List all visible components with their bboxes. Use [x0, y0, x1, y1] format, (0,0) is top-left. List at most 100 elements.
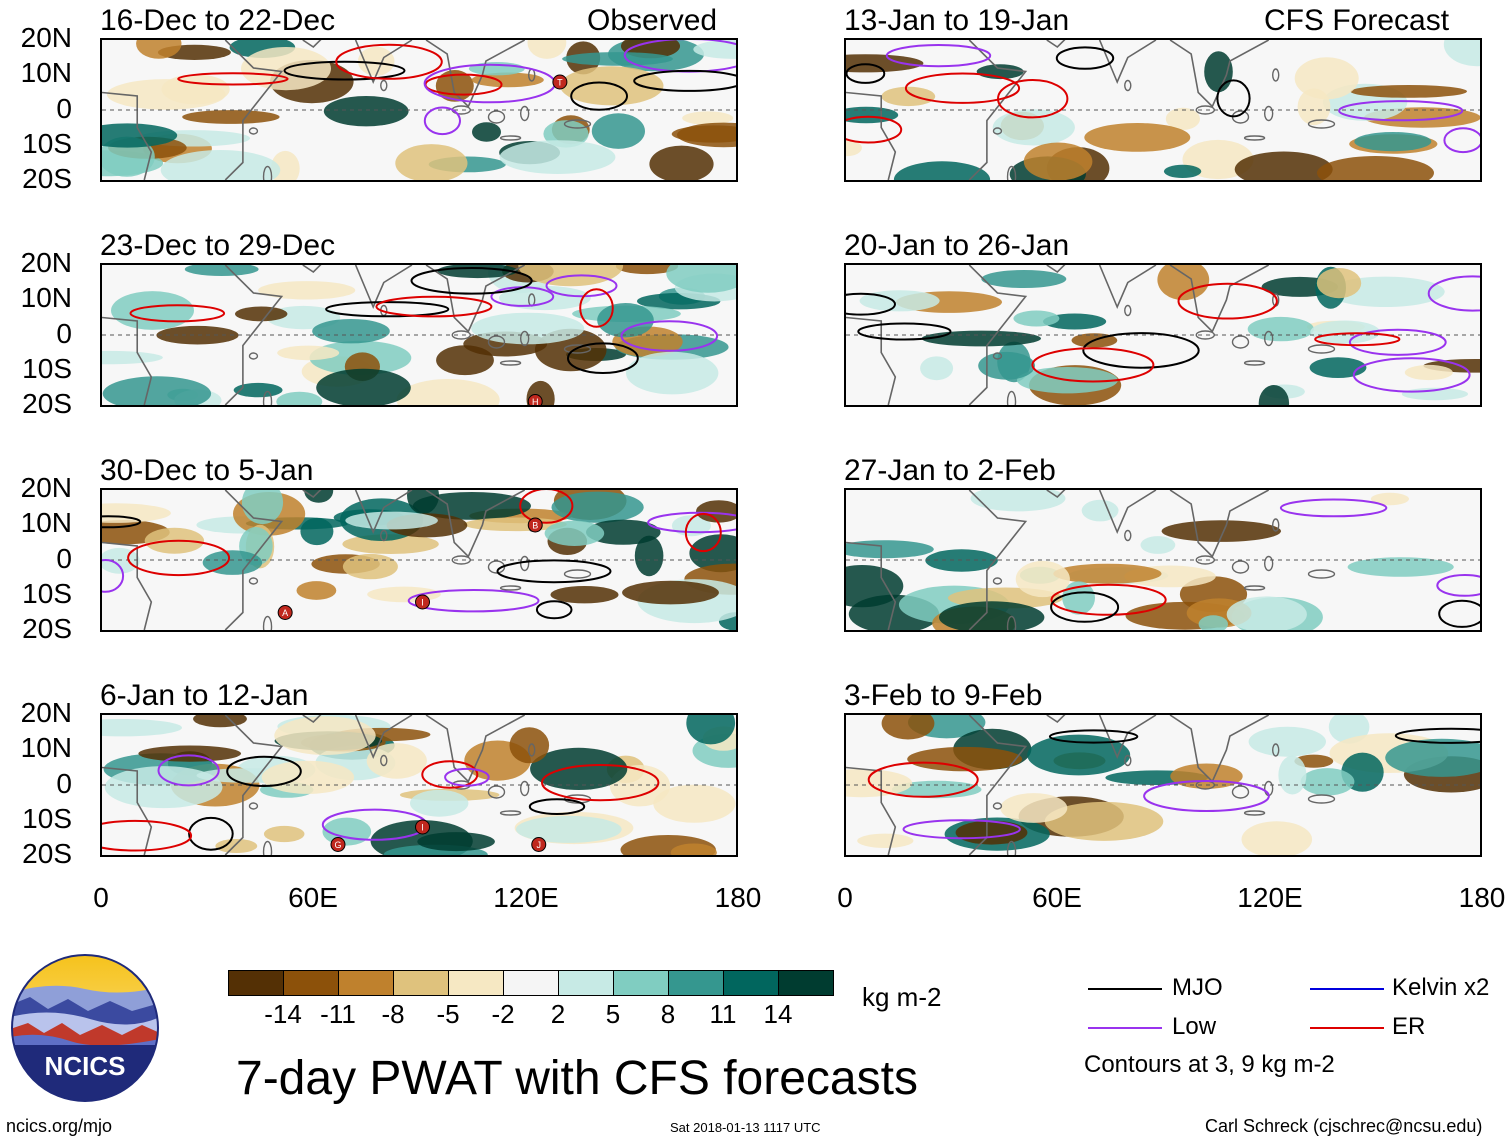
- mjo-contour: [535, 600, 573, 620]
- island-outline: [1243, 135, 1266, 141]
- pwat-anomaly-shading: [626, 351, 719, 395]
- lon-label: 60E: [288, 882, 338, 913]
- mjo-contour: [846, 292, 896, 316]
- pwat-anomaly-shading: [666, 265, 736, 293]
- lon-label: 120E: [1237, 882, 1303, 913]
- low-contour: [102, 559, 125, 593]
- island-outline: [1272, 743, 1280, 757]
- mjo-contour: [567, 342, 639, 374]
- pwat-anomaly-shading: [161, 74, 230, 105]
- pwat-anomaly-shading: [1015, 560, 1070, 598]
- pwat-anomaly-shading: [597, 303, 654, 338]
- mjo-contour: [410, 267, 533, 295]
- low-contour: [545, 274, 618, 298]
- pwat-anomaly-shading: [846, 769, 913, 798]
- lon-label: 0: [93, 882, 109, 913]
- mjo-contour: [1050, 591, 1120, 623]
- panel-title: 27-Jan to 2-Feb: [844, 454, 1056, 487]
- lat-label: 0: [56, 768, 72, 799]
- low-contour: [1436, 574, 1480, 597]
- mjo-contour: [528, 798, 586, 815]
- svg-text:I: I: [421, 823, 424, 833]
- pwat-anomaly-shading: [160, 150, 281, 180]
- pwat-anomaly-shading: [857, 833, 914, 848]
- pwat-anomaly-shading: [1248, 726, 1326, 757]
- pwat-anomaly-shading: [182, 110, 280, 124]
- panel-title: 13-Jan to 19-Jan: [844, 4, 1070, 37]
- logo-text: NCICS: [45, 1051, 126, 1081]
- pwat-anomaly-shading: [296, 581, 337, 600]
- figure-title: 7-day PWAT with CFS forecasts: [236, 1052, 918, 1105]
- er-contour: [1050, 583, 1167, 616]
- pwat-anomaly-shading: [881, 86, 936, 107]
- island-outline: [1272, 68, 1280, 82]
- island-outline: [1124, 754, 1132, 767]
- pwat-anomaly-shading: [682, 111, 734, 125]
- pwat-anomaly-shading: [586, 519, 661, 545]
- coastline: [102, 40, 526, 180]
- island-outline: [499, 585, 522, 591]
- island-outline: [519, 330, 530, 347]
- svg-text:H: H: [532, 397, 539, 405]
- pwat-anomaly-shading: [634, 535, 664, 577]
- pwat-anomaly-shading: [649, 145, 714, 180]
- mjo-contour: [496, 559, 612, 584]
- pwat-anomaly-shading: [471, 72, 544, 88]
- footer-link[interactable]: ncics.org/mjo: [6, 1116, 113, 1136]
- pwat-anomaly-shading: [1226, 596, 1307, 630]
- panel-title: 16-Dec to 22-Dec: [100, 4, 336, 37]
- footer-timestamp: Sat 2018-01-13 1117 UTC: [670, 1120, 821, 1135]
- pwat-anomaly-shading: [111, 291, 194, 330]
- pwat-anomaly-shading: [1140, 536, 1176, 554]
- pwat-anomaly-shading: [1027, 734, 1131, 776]
- pwat-anomaly-shading: [881, 715, 935, 740]
- island-outline: [992, 802, 1003, 810]
- pwat-anomaly-shading: [920, 356, 954, 381]
- lon-label: 120E: [493, 882, 559, 913]
- pwat-anomaly-shading: [551, 491, 644, 523]
- colorbar-tick: -5: [436, 999, 460, 1029]
- pwat-anomaly-shading: [1241, 821, 1313, 855]
- island-outline: [563, 569, 592, 579]
- pwat-anomaly-shading: [527, 40, 567, 59]
- ncics-logo: NCICS: [10, 953, 160, 1103]
- island-outline: [519, 105, 530, 122]
- map-panel: [844, 263, 1482, 407]
- pwat-anomaly-shading: [1278, 755, 1307, 795]
- low-contour: [1348, 328, 1447, 356]
- pwat-anomaly-shading: [1347, 557, 1454, 577]
- pwat-anomaly-shading: [1297, 88, 1331, 126]
- pwat-anomaly-shading: [1317, 156, 1434, 180]
- mjo-contour: [283, 60, 406, 81]
- island-outline: [380, 529, 388, 542]
- pwat-anomaly-shading: [1234, 151, 1333, 180]
- coastline: [846, 490, 1270, 630]
- island-outline: [1263, 105, 1274, 122]
- island-outline: [1006, 390, 1017, 405]
- tropical-cyclone-marker: G: [330, 837, 346, 852]
- island-outline: [487, 110, 506, 124]
- panel-title: 6-Jan to 12-Jan: [100, 679, 309, 712]
- colorbar-swatch: [724, 971, 779, 995]
- colorbar-swatch: [284, 971, 339, 995]
- island-outline: [1307, 119, 1336, 129]
- pwat-anomaly-shading: [992, 109, 1075, 146]
- coastline: [846, 40, 1270, 180]
- island-outline: [1231, 335, 1250, 349]
- island-outline: [1231, 785, 1250, 799]
- pwat-anomaly-shading: [562, 52, 673, 66]
- pwat-anomaly-shading: [499, 140, 616, 174]
- pwat-anomaly-shading: [670, 843, 717, 855]
- tropical-cyclone-marker: B: [527, 517, 543, 533]
- mjo-contour: [1438, 599, 1480, 628]
- lat-label: 0: [56, 318, 72, 349]
- mjo-contour: [1216, 79, 1251, 118]
- pwat-anomaly-shading: [235, 306, 288, 322]
- lat-label: 20N: [20, 247, 72, 278]
- pwat-anomaly-shading: [104, 766, 223, 809]
- colorbar-swatch: [229, 971, 284, 995]
- svg-text:I: I: [421, 598, 424, 608]
- svg-text:A: A: [282, 608, 288, 618]
- er-contour: [129, 304, 226, 323]
- lat-label: 20S: [22, 388, 72, 419]
